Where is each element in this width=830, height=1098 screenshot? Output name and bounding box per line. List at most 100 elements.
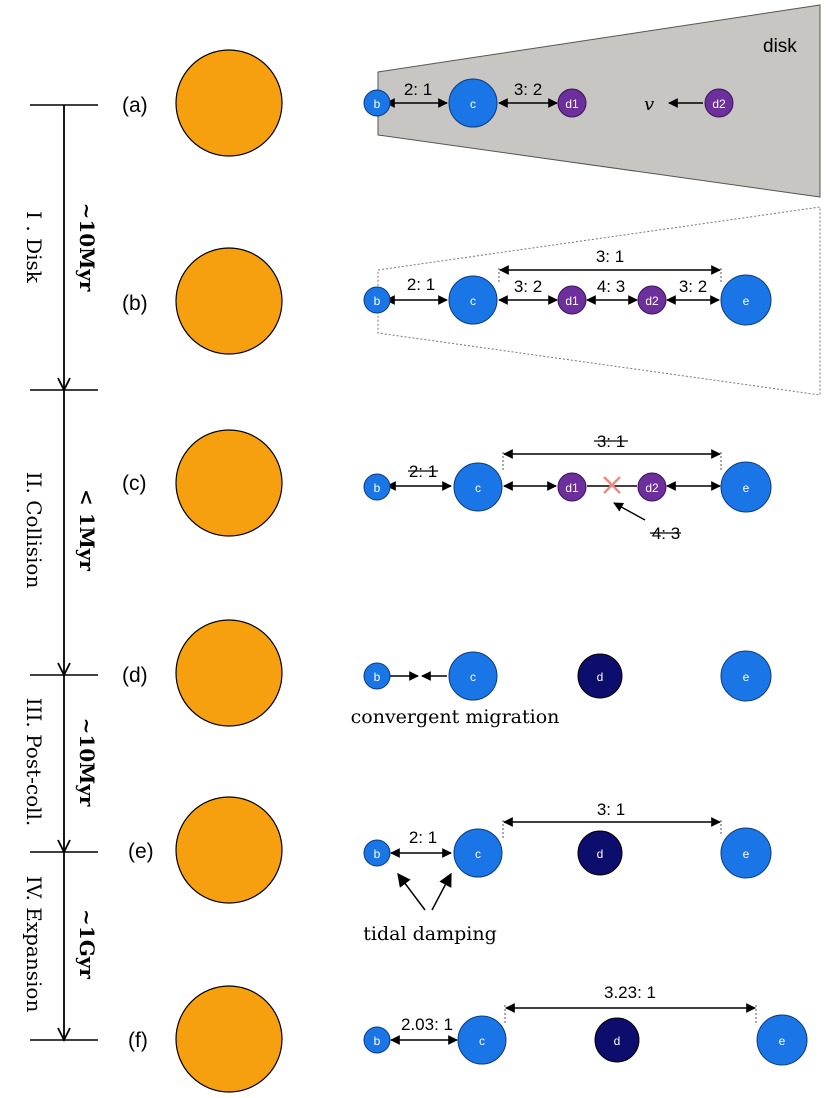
planet-c	[453, 828, 503, 878]
planet-label: d1	[565, 481, 579, 495]
velocity-symbol: v	[644, 94, 654, 115]
star-c	[175, 429, 283, 537]
res-e-bc: 2: 1	[409, 828, 437, 847]
res-b-ce: 3: 1	[596, 247, 624, 266]
planet-label: c	[475, 481, 481, 495]
res-f-bc: 2.03: 1	[401, 1015, 453, 1034]
stage-e: 2: 1 3: 1 tidal damping b c d e	[363, 800, 772, 945]
pointer-arrow	[613, 502, 646, 521]
planet-label: b	[374, 670, 381, 684]
tidal-arrow-c	[431, 872, 452, 911]
planet-label: d	[597, 670, 604, 684]
planet-b	[363, 839, 391, 867]
stage-letter-e: (e)	[128, 840, 154, 863]
stage-letter-d: (d)	[122, 664, 148, 687]
planet-label: d2	[645, 294, 659, 308]
timeline-arrowhead-1	[57, 377, 71, 393]
planet-b	[363, 1026, 391, 1054]
planet-d	[594, 1017, 640, 1063]
planet-label: b	[374, 97, 381, 111]
stage-letters: (a) (b) (c) (d) (e) (f)	[122, 94, 154, 1052]
planet-label: c	[479, 1034, 485, 1048]
planet-label: b	[374, 481, 381, 495]
stage-letter-f: (f)	[128, 1029, 148, 1052]
planet-e	[720, 827, 772, 879]
planet-label: e	[743, 481, 750, 495]
planet-label: c	[475, 847, 481, 861]
res-b-d2e: 3: 2	[679, 277, 707, 296]
planet-label: e	[743, 294, 750, 308]
planet-label: b	[374, 1034, 381, 1048]
phase-name-3: III. Post-coll.	[22, 698, 46, 827]
star-e	[175, 796, 283, 904]
star-d	[175, 619, 283, 727]
stage-b: 2: 1 3: 2 4: 3 3: 2 3: 1 b c d1 d2 e	[363, 206, 821, 396]
tidal-arrow-b	[397, 872, 426, 911]
stage-c: 2: 1 4: 3 3: 1 b c d1 d2 e	[363, 432, 772, 543]
planet-c	[448, 651, 498, 701]
stars	[175, 49, 283, 1093]
planet-c	[457, 1015, 507, 1065]
planet-d1	[557, 285, 587, 315]
planet-label: e	[743, 847, 750, 861]
planet-c	[453, 462, 503, 512]
protoplanetary-disk	[377, 4, 821, 198]
planet-d2	[637, 472, 667, 502]
star-b	[175, 247, 283, 355]
phase-duration-4: ~1Gyr	[75, 909, 99, 979]
planet-d1	[557, 472, 587, 502]
planet-b	[363, 662, 391, 690]
planet-d2	[704, 88, 734, 118]
res-b-cd1: 3: 2	[514, 277, 542, 296]
stage-letter-c: (c)	[122, 472, 147, 495]
planet-label: d	[614, 1034, 621, 1048]
timeline-arrowhead-3	[57, 839, 71, 855]
phase-name-4: IV. Expansion	[22, 876, 46, 1013]
tidal-damping-label: tidal damping	[363, 923, 496, 945]
planet-label: b	[374, 847, 381, 861]
planet-b	[363, 89, 391, 117]
phase-duration-2: < 1Myr	[75, 489, 99, 571]
stage-letter-a: (a)	[122, 94, 148, 117]
planet-b	[363, 286, 391, 314]
disk-label: disk	[763, 36, 797, 57]
broken-resonance-cross-icon	[603, 476, 621, 494]
planet-e	[720, 461, 772, 513]
planet-d2	[637, 285, 667, 315]
planet-d	[577, 830, 623, 876]
planet-e	[720, 650, 772, 702]
stage-f: 2.03: 1 3.23: 1 b c d e	[363, 983, 808, 1066]
phase-name-2: II. Collision	[22, 472, 46, 589]
res-e-ce: 3: 1	[597, 800, 625, 819]
timeline-arrowhead-2	[57, 662, 71, 678]
planet-d	[577, 653, 623, 699]
stage-letter-b: (b)	[122, 292, 148, 315]
planet-e	[756, 1014, 808, 1066]
planet-label: d2	[712, 97, 726, 111]
planet-label: c	[470, 670, 476, 684]
planet-label: e	[779, 1034, 786, 1048]
planet-label: b	[374, 294, 381, 308]
planet-label: d1	[565, 294, 579, 308]
stage-a: disk 2: 1 3: 2 v b c d1 d2	[363, 4, 821, 198]
timeline: I . Disk II. Collision III. Post-coll. I…	[22, 104, 99, 1043]
timeline-arrowhead-4	[57, 1027, 71, 1043]
res-a-bc: 2: 1	[404, 80, 432, 99]
res-b-d1d2: 4: 3	[597, 277, 625, 296]
phase-name-1: I . Disk	[22, 211, 46, 284]
planet-c	[448, 275, 498, 325]
stage-d: convergent migration b c d e	[351, 650, 772, 728]
planet-d1	[557, 88, 587, 118]
res-f-ce: 3.23: 1	[604, 983, 656, 1002]
planet-b	[363, 473, 391, 501]
res-b-bc: 2: 1	[407, 275, 435, 294]
planet-e	[720, 274, 772, 326]
planet-label: e	[743, 670, 750, 684]
star-a	[175, 49, 283, 157]
phase-duration-1: ~10Myr	[75, 203, 99, 292]
convergent-migration-label: convergent migration	[351, 706, 560, 728]
planet-label: d1	[565, 97, 579, 111]
star-f	[175, 985, 283, 1093]
planet-label: d2	[645, 481, 659, 495]
